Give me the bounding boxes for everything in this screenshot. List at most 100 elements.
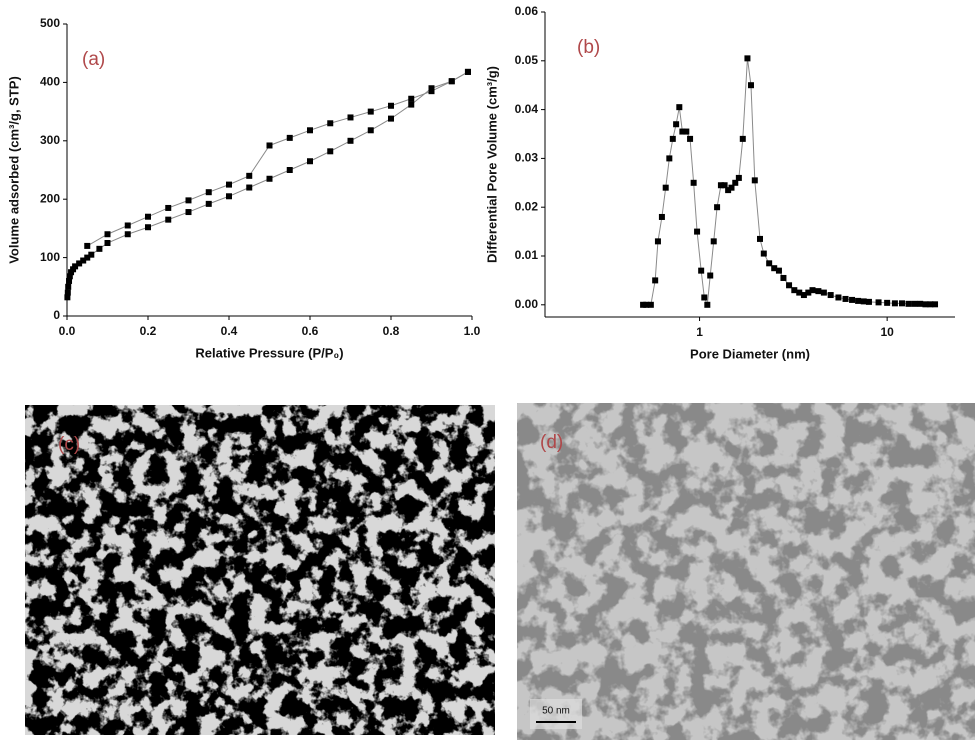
marker — [408, 101, 415, 108]
marker — [327, 148, 334, 155]
marker — [673, 121, 680, 128]
marker — [898, 300, 905, 307]
marker — [927, 301, 934, 308]
marker — [835, 294, 842, 301]
marker — [65, 283, 72, 290]
marker — [747, 82, 754, 89]
marker — [815, 288, 822, 295]
marker — [911, 300, 918, 307]
marker — [464, 68, 471, 75]
marker — [791, 287, 798, 294]
marker — [771, 265, 778, 272]
marker — [205, 189, 212, 196]
series-line — [66, 71, 469, 298]
x-tick-label: 1 — [696, 325, 703, 339]
marker — [775, 267, 782, 274]
x-tick-label: 0.4 — [221, 324, 238, 338]
sem-image: (c) — [25, 405, 495, 735]
annotation: (a) — [82, 49, 105, 70]
marker — [640, 301, 647, 308]
marker — [165, 204, 172, 211]
marker — [891, 300, 898, 307]
x-axis-label: Pore Diameter (nm) — [690, 346, 810, 361]
marker — [185, 197, 192, 204]
marker — [917, 300, 924, 307]
marker — [307, 127, 313, 134]
tem-image: (d) 50 nm — [517, 403, 975, 740]
marker — [388, 102, 394, 109]
marker — [226, 193, 232, 200]
marker — [690, 179, 697, 186]
marker — [805, 289, 812, 296]
marker — [710, 238, 717, 245]
marker — [104, 240, 111, 246]
marker — [728, 184, 735, 191]
y-tick-label: 500 — [40, 16, 60, 30]
marker — [766, 260, 773, 267]
marker — [796, 289, 803, 296]
marker — [679, 128, 686, 135]
image-label: (c) — [58, 434, 80, 455]
y-tick-label: 100 — [40, 250, 60, 264]
y-tick-label: 400 — [40, 75, 60, 89]
y-axis-label: Volume adsorbed (cm³/g, STP) — [6, 76, 21, 264]
marker — [84, 254, 91, 261]
marker — [744, 55, 751, 62]
marker — [76, 260, 83, 267]
marker — [104, 231, 111, 238]
marker — [780, 274, 787, 281]
y-tick-label: 300 — [40, 133, 60, 147]
series-line — [643, 58, 936, 306]
marker — [266, 142, 273, 149]
marker — [875, 299, 882, 306]
marker — [721, 182, 728, 189]
marker — [884, 299, 891, 306]
marker — [145, 213, 151, 220]
y-tick-label: 200 — [40, 191, 60, 205]
marker — [666, 155, 673, 162]
marker — [800, 292, 807, 299]
marker — [687, 135, 694, 142]
x-tick-label: 0.0 — [59, 324, 76, 338]
marker — [84, 242, 91, 249]
marker — [145, 224, 151, 231]
marker — [932, 301, 939, 308]
y-tick-label: 0.02 — [515, 199, 539, 213]
marker — [849, 296, 856, 303]
x-tick-label: 10 — [880, 325, 894, 339]
marker — [652, 277, 659, 284]
marker — [165, 216, 172, 223]
y-tick-label: 0.06 — [515, 4, 539, 18]
marker — [448, 78, 455, 85]
series-line — [87, 71, 469, 247]
marker — [820, 289, 827, 296]
marker — [922, 301, 929, 308]
marker — [704, 301, 711, 308]
marker — [64, 289, 71, 296]
marker — [683, 128, 690, 135]
x-tick-label: 0.2 — [140, 324, 157, 338]
marker — [725, 187, 732, 194]
y-tick-label: 0.03 — [515, 151, 539, 165]
x-tick-label: 0.6 — [302, 324, 319, 338]
marker — [66, 277, 73, 284]
marker — [72, 263, 79, 270]
marker — [226, 181, 232, 188]
image-label: (d) — [540, 432, 563, 453]
y-tick-label: 0.00 — [515, 297, 539, 311]
scale-bar-label: 50 nm — [542, 706, 570, 717]
marker — [662, 184, 669, 191]
marker — [367, 108, 374, 115]
marker — [694, 228, 701, 235]
x-tick-label: 1.0 — [464, 324, 481, 338]
marker — [658, 213, 665, 220]
marker — [732, 179, 739, 186]
marker — [205, 200, 212, 207]
marker — [307, 158, 313, 165]
marker — [647, 301, 654, 308]
marker — [388, 115, 394, 122]
marker — [760, 250, 767, 257]
marker — [185, 209, 192, 216]
marker — [786, 282, 793, 289]
